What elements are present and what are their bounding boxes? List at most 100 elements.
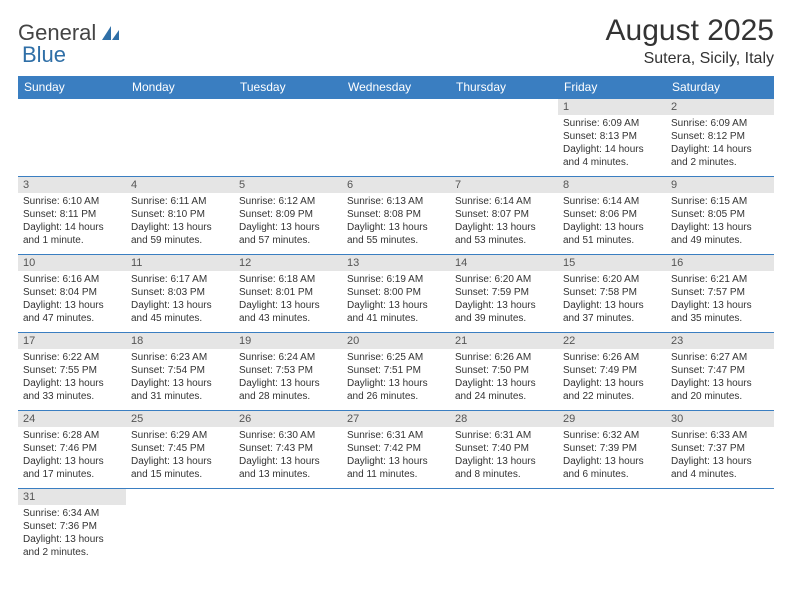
sunrise-text: Sunrise: 6:29 AM (131, 429, 229, 442)
cell-body: Sunrise: 6:19 AMSunset: 8:00 PMDaylight:… (342, 271, 450, 329)
cell-body: Sunrise: 6:33 AMSunset: 7:37 PMDaylight:… (666, 427, 774, 485)
calendar-cell: 8Sunrise: 6:14 AMSunset: 8:06 PMDaylight… (558, 177, 666, 255)
cell-body: Sunrise: 6:09 AMSunset: 8:13 PMDaylight:… (558, 115, 666, 173)
cell-body: Sunrise: 6:34 AMSunset: 7:36 PMDaylight:… (18, 505, 126, 563)
sunrise-text: Sunrise: 6:09 AM (563, 117, 661, 130)
weekday-header: Wednesday (342, 76, 450, 99)
sunset-text: Sunset: 7:55 PM (23, 364, 121, 377)
sunrise-text: Sunrise: 6:20 AM (563, 273, 661, 286)
day-number (558, 489, 666, 505)
cell-body (666, 505, 774, 511)
sunrise-text: Sunrise: 6:14 AM (455, 195, 553, 208)
calendar-cell (234, 99, 342, 177)
calendar-cell: 14Sunrise: 6:20 AMSunset: 7:59 PMDayligh… (450, 255, 558, 333)
sunrise-text: Sunrise: 6:19 AM (347, 273, 445, 286)
sunset-text: Sunset: 7:57 PM (671, 286, 769, 299)
day-number: 29 (558, 411, 666, 427)
sunrise-text: Sunrise: 6:12 AM (239, 195, 337, 208)
day-number: 10 (18, 255, 126, 271)
weekday-header: Friday (558, 76, 666, 99)
cell-body (126, 505, 234, 511)
daylight-text: Daylight: 13 hours and 8 minutes. (455, 455, 553, 481)
sunset-text: Sunset: 8:13 PM (563, 130, 661, 143)
cell-body: Sunrise: 6:14 AMSunset: 8:06 PMDaylight:… (558, 193, 666, 251)
cell-body (450, 115, 558, 121)
sunset-text: Sunset: 7:39 PM (563, 442, 661, 455)
day-number (126, 99, 234, 115)
daylight-text: Daylight: 13 hours and 39 minutes. (455, 299, 553, 325)
title-block: August 2025 Sutera, Sicily, Italy (606, 14, 774, 68)
sunrise-text: Sunrise: 6:16 AM (23, 273, 121, 286)
daylight-text: Daylight: 13 hours and 51 minutes. (563, 221, 661, 247)
sunset-text: Sunset: 7:49 PM (563, 364, 661, 377)
day-number: 2 (666, 99, 774, 115)
cell-body: Sunrise: 6:26 AMSunset: 7:49 PMDaylight:… (558, 349, 666, 407)
weekday-header: Monday (126, 76, 234, 99)
calendar-cell: 9Sunrise: 6:15 AMSunset: 8:05 PMDaylight… (666, 177, 774, 255)
day-number: 17 (18, 333, 126, 349)
day-number (18, 99, 126, 115)
day-number: 24 (18, 411, 126, 427)
day-number: 21 (450, 333, 558, 349)
sunrise-text: Sunrise: 6:10 AM (23, 195, 121, 208)
calendar-row: 31Sunrise: 6:34 AMSunset: 7:36 PMDayligh… (18, 489, 774, 567)
calendar-cell (558, 489, 666, 567)
sunrise-text: Sunrise: 6:27 AM (671, 351, 769, 364)
sunrise-text: Sunrise: 6:13 AM (347, 195, 445, 208)
calendar-cell: 5Sunrise: 6:12 AMSunset: 8:09 PMDaylight… (234, 177, 342, 255)
weekday-header: Tuesday (234, 76, 342, 99)
calendar-cell: 29Sunrise: 6:32 AMSunset: 7:39 PMDayligh… (558, 411, 666, 489)
sunset-text: Sunset: 7:54 PM (131, 364, 229, 377)
daylight-text: Daylight: 13 hours and 57 minutes. (239, 221, 337, 247)
day-number: 23 (666, 333, 774, 349)
daylight-text: Daylight: 14 hours and 4 minutes. (563, 143, 661, 169)
calendar-cell (450, 99, 558, 177)
cell-body: Sunrise: 6:15 AMSunset: 8:05 PMDaylight:… (666, 193, 774, 251)
day-number: 31 (18, 489, 126, 505)
sunset-text: Sunset: 8:07 PM (455, 208, 553, 221)
cell-body: Sunrise: 6:10 AMSunset: 8:11 PMDaylight:… (18, 193, 126, 251)
calendar-row: 10Sunrise: 6:16 AMSunset: 8:04 PMDayligh… (18, 255, 774, 333)
day-number (126, 489, 234, 505)
calendar-cell: 30Sunrise: 6:33 AMSunset: 7:37 PMDayligh… (666, 411, 774, 489)
sunset-text: Sunset: 8:11 PM (23, 208, 121, 221)
day-number (234, 489, 342, 505)
daylight-text: Daylight: 13 hours and 37 minutes. (563, 299, 661, 325)
cell-body: Sunrise: 6:31 AMSunset: 7:40 PMDaylight:… (450, 427, 558, 485)
calendar-cell: 24Sunrise: 6:28 AMSunset: 7:46 PMDayligh… (18, 411, 126, 489)
calendar-cell: 16Sunrise: 6:21 AMSunset: 7:57 PMDayligh… (666, 255, 774, 333)
sunrise-text: Sunrise: 6:20 AM (455, 273, 553, 286)
cell-body: Sunrise: 6:29 AMSunset: 7:45 PMDaylight:… (126, 427, 234, 485)
day-number: 1 (558, 99, 666, 115)
daylight-text: Daylight: 13 hours and 11 minutes. (347, 455, 445, 481)
sunset-text: Sunset: 8:12 PM (671, 130, 769, 143)
calendar-cell (342, 99, 450, 177)
day-number: 16 (666, 255, 774, 271)
sunset-text: Sunset: 7:36 PM (23, 520, 121, 533)
calendar-cell: 6Sunrise: 6:13 AMSunset: 8:08 PMDaylight… (342, 177, 450, 255)
location: Sutera, Sicily, Italy (606, 50, 774, 68)
cell-body: Sunrise: 6:30 AMSunset: 7:43 PMDaylight:… (234, 427, 342, 485)
cell-body: Sunrise: 6:17 AMSunset: 8:03 PMDaylight:… (126, 271, 234, 329)
day-number: 30 (666, 411, 774, 427)
calendar-cell: 27Sunrise: 6:31 AMSunset: 7:42 PMDayligh… (342, 411, 450, 489)
cell-body: Sunrise: 6:32 AMSunset: 7:39 PMDaylight:… (558, 427, 666, 485)
cell-body: Sunrise: 6:28 AMSunset: 7:46 PMDaylight:… (18, 427, 126, 485)
weekday-header: Sunday (18, 76, 126, 99)
daylight-text: Daylight: 13 hours and 26 minutes. (347, 377, 445, 403)
daylight-text: Daylight: 13 hours and 22 minutes. (563, 377, 661, 403)
sunset-text: Sunset: 7:51 PM (347, 364, 445, 377)
day-number (450, 489, 558, 505)
header: General August 2025 Sutera, Sicily, Ital… (18, 14, 774, 68)
daylight-text: Daylight: 13 hours and 49 minutes. (671, 221, 769, 247)
calendar-cell: 17Sunrise: 6:22 AMSunset: 7:55 PMDayligh… (18, 333, 126, 411)
sunset-text: Sunset: 7:53 PM (239, 364, 337, 377)
daylight-text: Daylight: 13 hours and 53 minutes. (455, 221, 553, 247)
cell-body (234, 115, 342, 121)
sunrise-text: Sunrise: 6:23 AM (131, 351, 229, 364)
daylight-text: Daylight: 13 hours and 24 minutes. (455, 377, 553, 403)
cell-body: Sunrise: 6:22 AMSunset: 7:55 PMDaylight:… (18, 349, 126, 407)
cell-body: Sunrise: 6:16 AMSunset: 8:04 PMDaylight:… (18, 271, 126, 329)
calendar-cell (666, 489, 774, 567)
daylight-text: Daylight: 13 hours and 20 minutes. (671, 377, 769, 403)
